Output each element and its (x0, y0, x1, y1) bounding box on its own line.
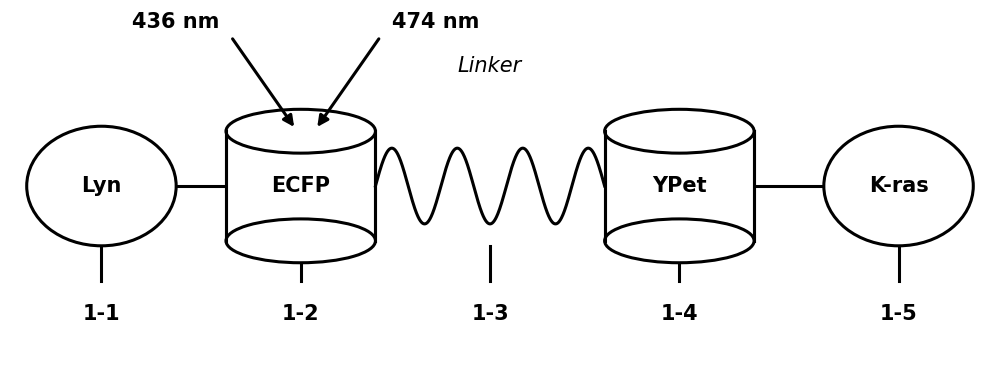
Ellipse shape (226, 219, 375, 263)
Text: Linker: Linker (458, 56, 522, 76)
Bar (226, 131, 375, 241)
Text: ECFP: ECFP (271, 176, 330, 196)
Ellipse shape (226, 109, 375, 153)
Text: 1-5: 1-5 (880, 303, 917, 323)
Text: K-ras: K-ras (869, 176, 928, 196)
Text: 474 nm: 474 nm (392, 12, 479, 32)
Text: 1-2: 1-2 (282, 303, 320, 323)
Ellipse shape (27, 126, 176, 246)
Text: 1-4: 1-4 (661, 303, 698, 323)
Bar (605, 131, 754, 241)
Text: 436 nm: 436 nm (132, 12, 220, 32)
Text: 1-3: 1-3 (471, 303, 509, 323)
Ellipse shape (605, 109, 754, 153)
Ellipse shape (605, 219, 754, 263)
Text: 1-1: 1-1 (83, 303, 120, 323)
Text: Lyn: Lyn (81, 176, 122, 196)
Text: YPet: YPet (652, 176, 707, 196)
Ellipse shape (824, 126, 973, 246)
